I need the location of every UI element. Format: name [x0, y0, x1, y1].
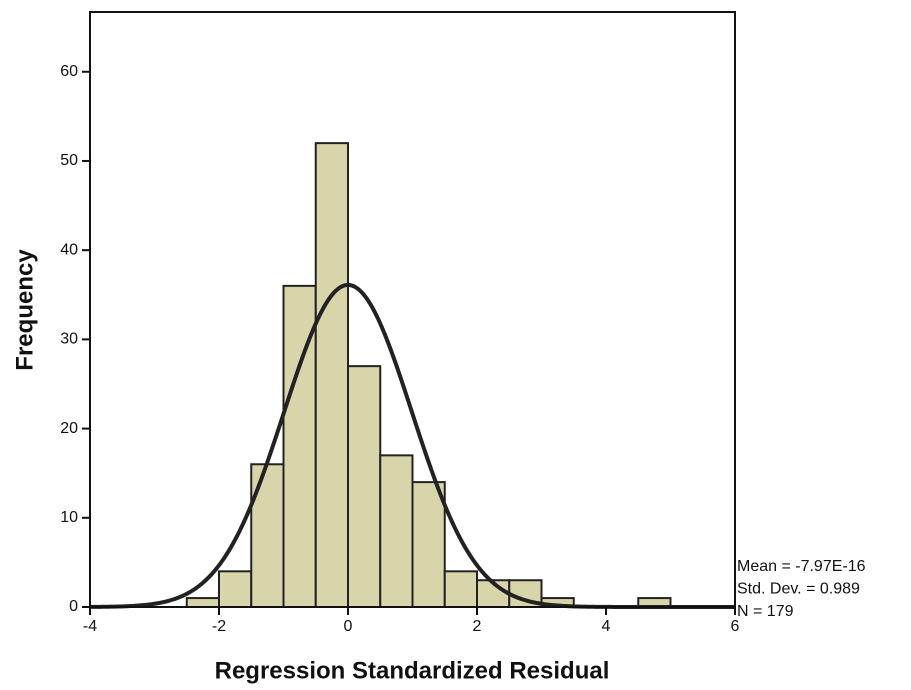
bar	[411, 481, 446, 609]
x-tick-label: 2	[473, 618, 482, 635]
y-tick-label: 10	[60, 509, 78, 526]
y-tick-label: 20	[60, 420, 78, 437]
bar	[250, 463, 285, 608]
plot-frame	[89, 11, 736, 608]
x-tick-label: 6	[731, 618, 740, 635]
stat-label: Std. Dev. = 0.989	[737, 581, 860, 598]
x-tick-label: 0	[344, 618, 353, 635]
y-axis-title: Frequency	[11, 249, 38, 371]
y-tick-label: 60	[60, 63, 78, 80]
stat-label: Mean = -7.97E-16	[737, 558, 866, 575]
y-tick-label: 30	[60, 331, 78, 348]
x-tick-label: -2	[212, 618, 226, 635]
bar	[347, 365, 382, 608]
y-tick-label: 40	[60, 241, 78, 258]
bar	[314, 142, 349, 608]
x-tick-label: 4	[602, 618, 611, 635]
y-tick-label: 0	[69, 598, 78, 615]
bar	[218, 570, 253, 609]
bar	[185, 597, 220, 609]
stat-label: N = 179	[737, 603, 794, 620]
bar	[443, 570, 478, 609]
x-tick-label: -4	[83, 618, 97, 635]
y-tick-label: 50	[60, 152, 78, 169]
x-axis-title: Regression Standardized Residual	[215, 657, 610, 684]
bar	[379, 454, 414, 608]
